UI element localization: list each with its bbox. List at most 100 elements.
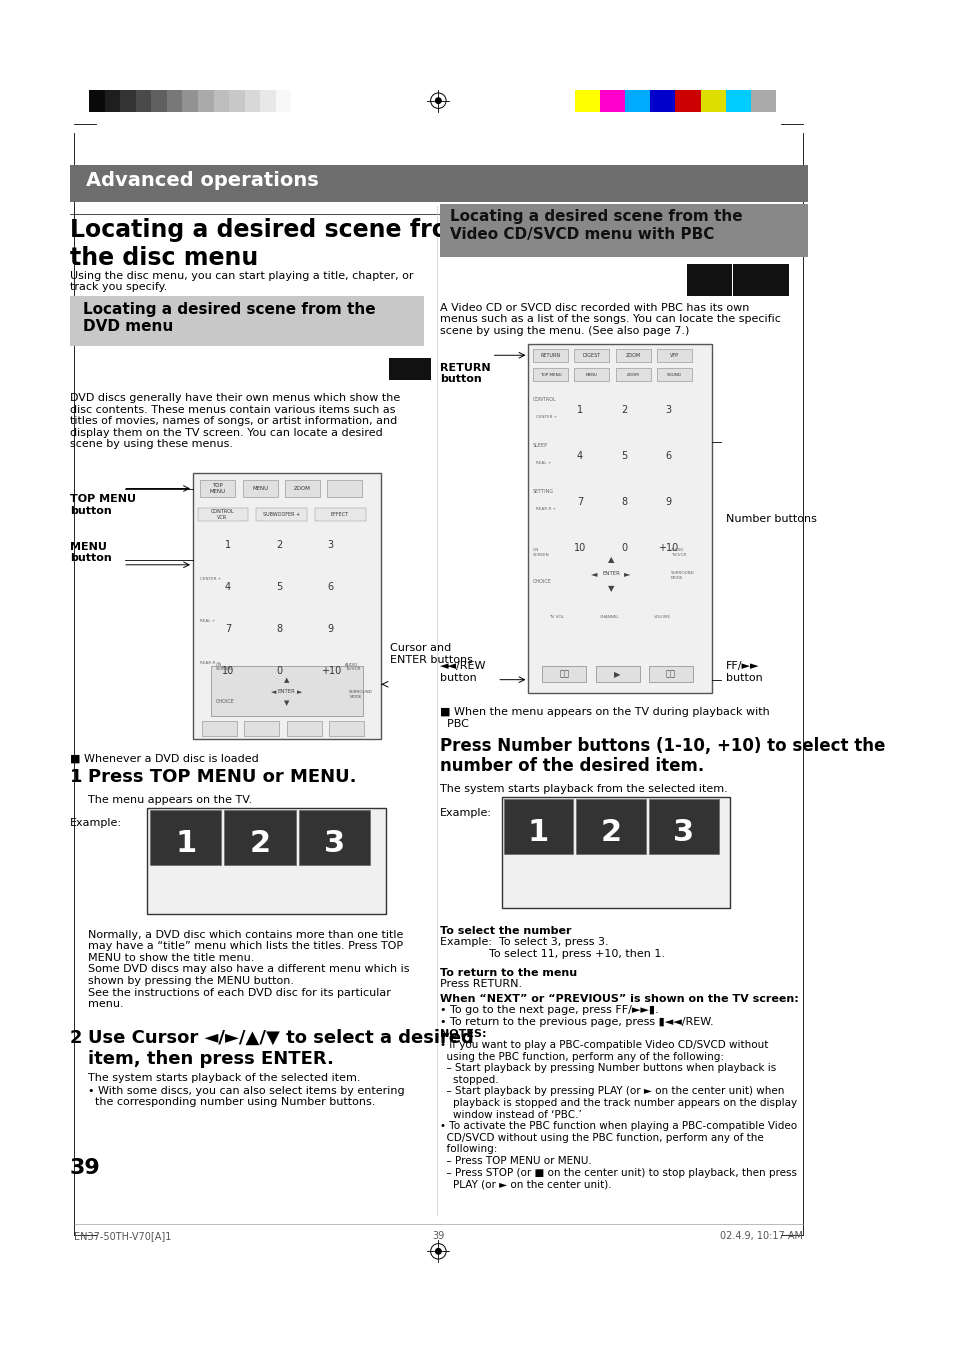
Text: • To go to the next page, press FF/►►▮.
• To return to the previous page, press : • To go to the next page, press FF/►►▮. … xyxy=(439,1005,713,1026)
Text: 1: 1 xyxy=(174,829,196,857)
Bar xyxy=(700,89,725,112)
Text: ■ Whenever a DVD disc is loaded: ■ Whenever a DVD disc is loaded xyxy=(70,753,258,763)
Bar xyxy=(70,165,807,201)
Circle shape xyxy=(654,534,681,562)
Ellipse shape xyxy=(653,859,714,891)
Circle shape xyxy=(214,617,240,642)
Text: CONTROL
VCR: CONTROL VCR xyxy=(211,508,234,519)
Text: SLEEP: SLEEP xyxy=(533,443,547,448)
Ellipse shape xyxy=(230,871,291,906)
Text: CENTER +: CENTER + xyxy=(536,415,557,419)
Text: The menu appears on the TV.: The menu appears on the TV. xyxy=(88,795,253,806)
Circle shape xyxy=(266,575,292,600)
Text: REAR R +: REAR R + xyxy=(200,661,220,665)
Circle shape xyxy=(436,97,440,104)
Circle shape xyxy=(610,488,638,516)
Polygon shape xyxy=(653,626,671,634)
Bar xyxy=(687,264,731,296)
Text: MENU: MENU xyxy=(252,485,268,491)
Bar xyxy=(675,89,700,112)
Text: To return to the menu: To return to the menu xyxy=(439,968,577,979)
Bar xyxy=(152,89,167,112)
Text: Normally, a DVD disc which contains more than one title
may have a “title” menu : Normally, a DVD disc which contains more… xyxy=(88,930,409,1009)
Bar xyxy=(595,667,639,683)
Polygon shape xyxy=(546,644,564,653)
Text: 5: 5 xyxy=(276,581,282,592)
Bar xyxy=(212,667,363,717)
Circle shape xyxy=(565,488,593,516)
Bar xyxy=(198,89,213,112)
Bar xyxy=(533,368,567,381)
Text: SOUND: SOUND xyxy=(666,373,681,377)
Text: 7: 7 xyxy=(225,625,231,634)
Text: ▼: ▼ xyxy=(607,584,614,594)
Text: RETURN: RETURN xyxy=(539,353,560,358)
Text: Number buttons: Number buttons xyxy=(725,514,816,525)
Text: • If you want to play a PBC-compatible Video CD/SVCD without
  using the PBC fun: • If you want to play a PBC-compatible V… xyxy=(439,1040,797,1190)
Bar xyxy=(70,296,423,346)
Ellipse shape xyxy=(679,871,687,877)
Text: ■ When the menu appears on the TV during playback with
  PBC: ■ When the menu appears on the TV during… xyxy=(439,707,769,729)
Circle shape xyxy=(317,617,343,642)
Ellipse shape xyxy=(329,884,339,892)
Text: CHANNEL: CHANNEL xyxy=(598,615,618,619)
Text: VOLUME: VOLUME xyxy=(654,615,671,619)
Text: Press Number buttons (1-10, +10) to select the
number of the desired item.: Press Number buttons (1-10, +10) to sele… xyxy=(439,737,884,776)
Circle shape xyxy=(654,442,681,470)
Text: ◄: ◄ xyxy=(271,688,276,695)
Bar xyxy=(120,89,135,112)
Bar xyxy=(314,508,365,521)
Text: CENTER +: CENTER + xyxy=(200,576,221,580)
Text: REAL +: REAL + xyxy=(536,461,551,465)
Bar xyxy=(200,480,235,496)
Text: 0: 0 xyxy=(620,544,626,553)
Ellipse shape xyxy=(155,871,216,906)
Bar xyxy=(576,799,645,854)
Text: DVD: DVD xyxy=(393,362,423,375)
Bar xyxy=(650,89,675,112)
Text: Press RETURN.: Press RETURN. xyxy=(439,979,522,990)
Text: REAR R +: REAR R + xyxy=(536,507,556,511)
Bar xyxy=(657,368,691,381)
Bar xyxy=(147,808,386,914)
Text: CD: CD xyxy=(690,277,710,291)
Text: ZOOM: ZOOM xyxy=(626,373,639,377)
Text: 10: 10 xyxy=(221,667,233,676)
Text: AUDIO
TV/VCR: AUDIO TV/VCR xyxy=(344,662,359,672)
Text: VIDEO: VIDEO xyxy=(689,266,710,272)
Ellipse shape xyxy=(606,871,615,877)
Ellipse shape xyxy=(508,859,568,891)
Bar xyxy=(439,204,807,257)
Polygon shape xyxy=(599,644,618,653)
Text: 2: 2 xyxy=(70,1029,82,1046)
Bar xyxy=(167,89,182,112)
Text: Press TOP MENU or MENU.: Press TOP MENU or MENU. xyxy=(88,768,356,786)
Bar xyxy=(182,89,198,112)
Bar xyxy=(193,473,381,740)
Bar xyxy=(625,89,650,112)
Text: ▲: ▲ xyxy=(284,677,289,684)
Bar xyxy=(528,345,712,694)
Text: CONTROL: CONTROL xyxy=(533,397,557,402)
Bar xyxy=(329,721,363,735)
Text: SUBWOOFER +: SUBWOOFER + xyxy=(262,512,299,516)
Bar xyxy=(89,89,105,112)
Text: 39: 39 xyxy=(432,1232,444,1241)
Circle shape xyxy=(214,531,240,557)
Text: 6: 6 xyxy=(664,452,671,461)
Bar xyxy=(224,810,295,865)
Text: ◄: ◄ xyxy=(591,569,598,579)
Bar xyxy=(388,358,431,380)
Text: 2: 2 xyxy=(250,829,271,857)
Circle shape xyxy=(266,658,292,684)
Text: ZOOM: ZOOM xyxy=(294,485,311,491)
Bar xyxy=(298,810,370,865)
Text: DIGEST: DIGEST xyxy=(582,353,600,358)
Text: 4: 4 xyxy=(225,581,231,592)
Bar xyxy=(275,89,291,112)
Text: Using the disc menu, you can start playing a title, chapter, or
track you specif: Using the disc menu, you can start playi… xyxy=(70,270,413,292)
Circle shape xyxy=(317,658,343,684)
Circle shape xyxy=(565,396,593,425)
Text: 39: 39 xyxy=(70,1157,100,1178)
Text: Use Cursor ◄/►/▲/▼ to select a desired
item, then press ENTER.: Use Cursor ◄/►/▲/▼ to select a desired i… xyxy=(88,1029,474,1068)
